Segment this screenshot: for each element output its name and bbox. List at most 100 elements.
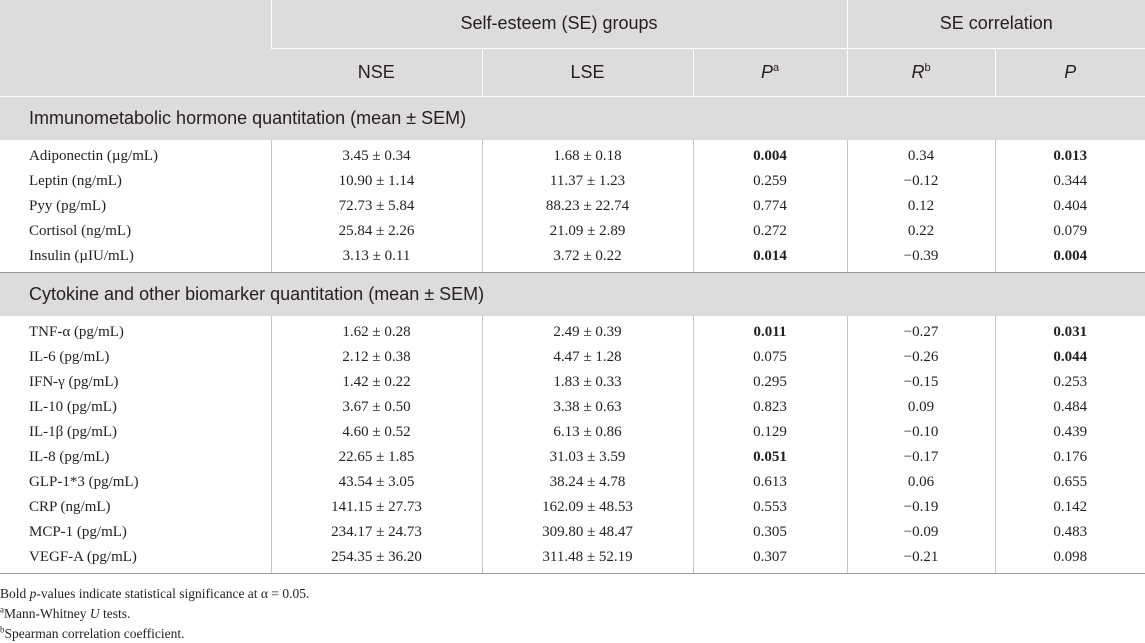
r-value-cell: −0.15: [846, 370, 996, 395]
table-row: IL-10 (pg/mL) 3.67 ± 0.50 3.38 ± 0.63 0.823…: [0, 395, 1145, 420]
header-se-correlation: SE correlation: [846, 0, 1145, 49]
table-row: MCP-1 (pg/mL) 234.17 ± 24.73 309.80 ± 48.4…: [0, 520, 1145, 545]
p-value-cell: 0.307: [692, 545, 848, 574]
table-row: Insulin (µIU/mL) 3.13 ± 0.11 3.72 ± 0.22 0.…: [0, 244, 1145, 273]
header-nse: NSE: [271, 47, 482, 96]
biomarker-cell: IFN-γ (pg/mL): [29, 374, 119, 390]
correlation-p-value-cell: 0.013: [994, 140, 1145, 169]
correlation-p-value-cell: 0.044: [994, 345, 1145, 370]
nse-value-cell: 3.45 ± 0.34: [270, 140, 482, 169]
table-row: IL-6 (pg/mL) 2.12 ± 0.38 4.47 ± 1.28 0.075−…: [0, 345, 1145, 370]
p-value-cell: 0.011: [692, 316, 848, 345]
lse-value-cell: 4.47 ± 1.28: [481, 345, 693, 370]
table-row: Cortisol (ng/mL) 25.84 ± 2.26 21.09 ± 2.89…: [0, 219, 1145, 244]
biomarker-cell: VEGF-A (pg/mL): [0, 545, 271, 574]
lse-value-cell: 1.83 ± 0.33: [481, 370, 693, 395]
r-value-cell: 0.09: [846, 395, 996, 420]
r-value-cell: 0.22: [846, 219, 996, 244]
table-row: Leptin (ng/mL) 10.90 ± 1.14 11.37 ± 1.23 0.…: [0, 169, 1145, 194]
r-value-cell: −0.19: [846, 495, 996, 520]
p-value-cell: 0.553: [692, 495, 848, 520]
nse-value-cell: 25.84 ± 2.26: [270, 219, 482, 244]
nse-value-cell: 141.15 ± 27.73: [270, 495, 482, 520]
correlation-p-value-cell: 0.484: [994, 395, 1145, 420]
biomarker-cell: IL-6 (pg/mL): [29, 349, 110, 365]
biomarker-cell: GLP-1*3 (pg/mL): [29, 474, 139, 490]
header-self-esteem-groups: Self-esteem (SE) groups: [270, 0, 848, 49]
nse-value-cell: 72.73 ± 5.84: [270, 194, 482, 219]
p-value-cell: 0.272: [692, 219, 848, 244]
table-row: IFN-γ (pg/mL) 1.42 ± 0.22 1.83 ± 0.33 0.295…: [0, 370, 1145, 395]
biomarker-cell: Cortisol (ng/mL): [29, 223, 132, 239]
p-value-cell: 0.075: [692, 345, 848, 370]
r-value-cell: 0.12: [846, 194, 996, 219]
p-value-cell: 0.774: [692, 194, 848, 219]
biomarker-cell: Pyy (pg/mL): [29, 198, 107, 214]
biomarker-cell: IL-8 (pg/mL): [29, 449, 110, 465]
table-row: Adiponectin (µg/mL) 3.45 ± 0.34 1.68 ± 0.1…: [0, 140, 1145, 169]
lse-value-cell: 38.24 ± 4.78: [481, 470, 693, 495]
p-value-cell: 0.051: [692, 445, 848, 470]
lse-value-cell: 21.09 ± 2.89: [481, 219, 693, 244]
lse-value-cell: 31.03 ± 3.59: [481, 445, 693, 470]
footnote-a-prefix: Mann-Whitney: [4, 606, 90, 621]
footnote-bold-prefix: Bold: [0, 586, 30, 601]
table-row: GLP-1*3 (pg/mL) 43.54 ± 3.05 38.24 ± 4.78 0…: [0, 470, 1145, 495]
nse-value-cell: 10.90 ± 1.14: [270, 169, 482, 194]
biomarker-cell: MCP-1 (pg/mL): [29, 524, 127, 540]
footnote-bold-significance: Bold p-values indicate statistical signi…: [0, 584, 309, 604]
table-row: TNF-α (pg/mL) 1.62 ± 0.28 2.49 ± 0.39 0.011…: [0, 316, 1145, 345]
section-header-row: Cytokine and other biomarker quantitatio…: [0, 271, 1145, 316]
section-title: Cytokine and other biomarker quantitatio…: [0, 271, 1145, 316]
p-value-cell: 0.004: [692, 140, 848, 169]
lse-value-cell: 3.72 ± 0.22: [481, 244, 693, 273]
table-header: Self-esteem (SE) groups SE correlation N…: [0, 0, 1145, 96]
p-value-cell: 0.014: [692, 244, 848, 273]
nse-value-cell: 22.65 ± 1.85: [270, 445, 482, 470]
biomarker-cell: Insulin (µIU/mL): [0, 244, 271, 273]
r-value-cell: −0.12: [846, 169, 996, 194]
lse-value-cell: 88.23 ± 22.74: [481, 194, 693, 219]
footnote-b-mark: b: [0, 624, 5, 635]
correlation-p-value-cell: 0.079: [994, 219, 1145, 244]
header-p-letter: P: [760, 61, 773, 82]
results-table: Self-esteem (SE) groups SE correlation N…: [0, 0, 1145, 574]
footnote-bold-suffix: -values indicate statistical significanc…: [36, 586, 310, 601]
correlation-p-value-cell: 0.655: [994, 470, 1145, 495]
correlation-p-value-cell: 0.176: [994, 445, 1145, 470]
biomarker-cell: IL-10 (pg/mL): [29, 399, 117, 415]
lse-value-cell: 1.68 ± 0.18: [481, 140, 693, 169]
header-p-footnote-mark: a: [772, 61, 780, 74]
header-p-mann-whitney: Pa: [692, 47, 848, 96]
header-lse: LSE: [481, 47, 693, 96]
table-row: Pyy (pg/mL) 72.73 ± 5.84 88.23 ± 22.74 0.77…: [0, 194, 1145, 219]
lse-value-cell: 311.48 ± 52.19: [481, 545, 693, 574]
r-value-cell: −0.09: [846, 520, 996, 545]
header-r-footnote-mark: b: [924, 61, 931, 74]
footnote-a: aMann-Whitney U tests.: [0, 604, 309, 624]
table-footnotes: Bold p-values indicate statistical signi…: [0, 584, 309, 643]
footnote-a-mark: a: [0, 604, 4, 615]
lse-value-cell: 309.80 ± 48.47: [481, 520, 693, 545]
correlation-p-value-cell: 0.098: [994, 545, 1145, 574]
footnote-b-text: Spearman correlation coefficient.: [4, 626, 185, 641]
nse-value-cell: 1.42 ± 0.22: [270, 370, 482, 395]
correlation-p-value-cell: 0.439: [994, 420, 1145, 445]
table-row: IL-1β (pg/mL) 4.60 ± 0.52 6.13 ± 0.86 0.129…: [0, 420, 1145, 445]
biomarker-cell: CRP (ng/mL): [29, 499, 111, 515]
table-row: IL-8 (pg/mL) 22.65 ± 1.85 31.03 ± 3.59 0.05…: [0, 445, 1145, 470]
table-body: Immunometabolic hormone quantitation (me…: [0, 95, 1145, 574]
correlation-p-value-cell: 0.004: [994, 244, 1145, 273]
lse-value-cell: 162.09 ± 48.53: [481, 495, 693, 520]
r-value-cell: −0.39: [846, 244, 996, 273]
nse-value-cell: 2.12 ± 0.38: [270, 345, 482, 370]
r-value-cell: 0.34: [846, 140, 996, 169]
header-p2-letter: P: [1064, 61, 1077, 82]
biomarker-cell: Adiponectin (µg/mL): [29, 148, 159, 164]
footnote-a-suffix: tests.: [99, 606, 131, 621]
nse-value-cell: 43.54 ± 3.05: [270, 470, 482, 495]
correlation-p-value-cell: 0.031: [994, 316, 1145, 345]
correlation-p-value-cell: 0.404: [994, 194, 1145, 219]
section-header-row: Immunometabolic hormone quantitation (me…: [0, 95, 1145, 140]
correlation-p-value-cell: 0.253: [994, 370, 1145, 395]
